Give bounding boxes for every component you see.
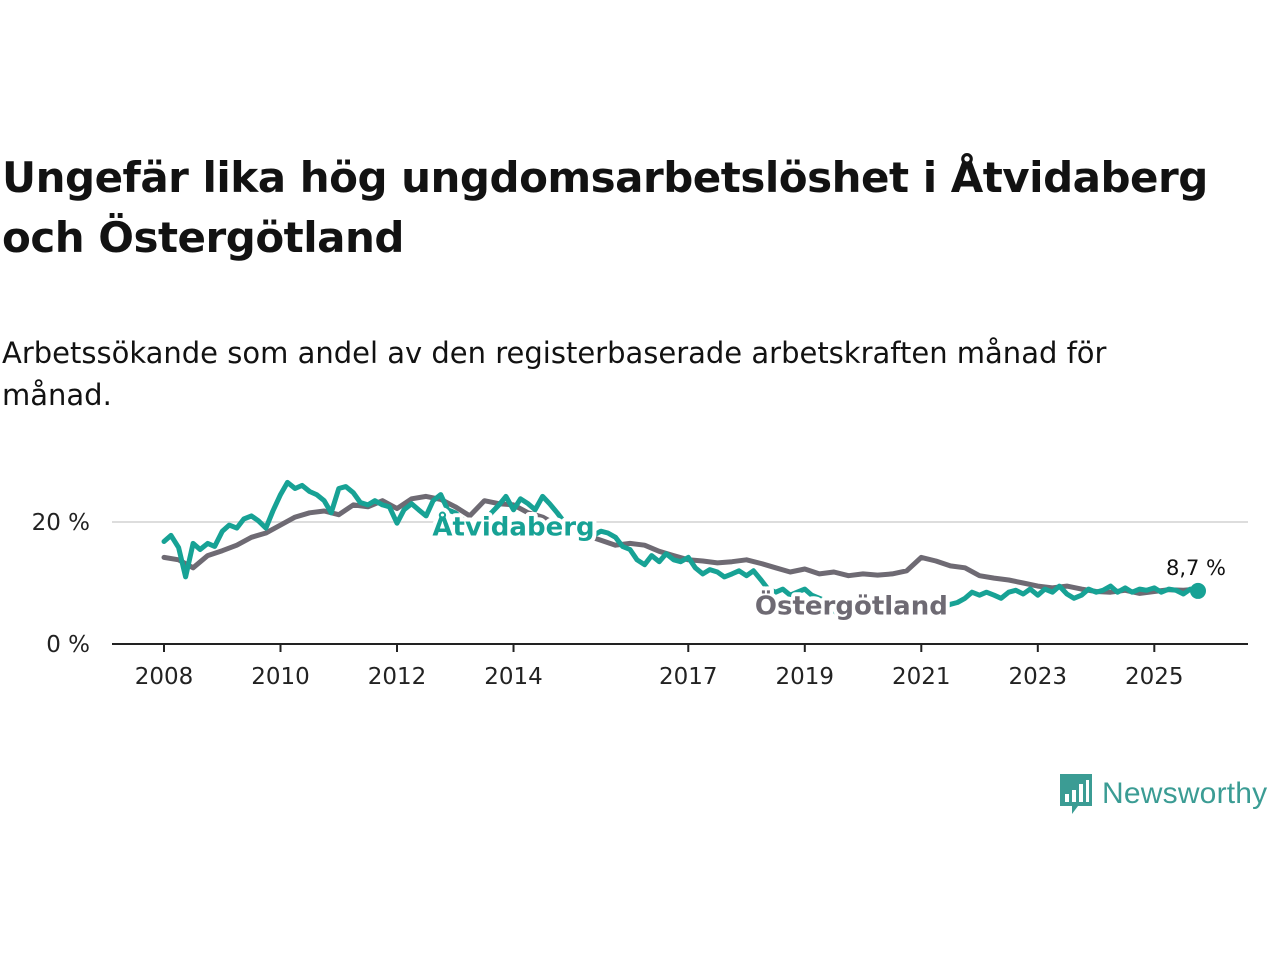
newsworthy-logo-icon [1060,774,1092,814]
series-label-ostergotland: Östergötland [755,589,948,622]
x-tick-label: 2012 [368,664,427,690]
series-layer [161,479,1201,620]
end-point-marker [1190,582,1206,599]
series-label-atvidaberg: Åtvidaberg [432,510,594,542]
chart-title: Ungefär lika hög ungdomsarbetslöshet i Å… [2,153,1208,262]
y-tick-label: 0 % [46,632,90,658]
x-tick-label: 2017 [659,664,718,690]
end-value-label: 8,7 % [1166,556,1226,580]
x-tick-label: 2025 [1125,664,1184,690]
x-tick-label: 2023 [1009,664,1068,690]
brand-logo: Newsworthy [1058,772,1267,816]
line-chart: 0 % 20 % 2008 2010 2012 2014 2017 2019 2021 2023 2… [32,479,1248,690]
chart-subtitle: Arbetssökande som andel av den registerb… [2,336,1107,412]
label-layer: Östergötland Åtvidaberg 8,7 % [428,506,1228,625]
series-line-ostergotland [161,493,1201,596]
axis-layer: 0 % 20 % 2008 2010 2012 2014 2017 2019 2021 2023 2… [32,510,1248,690]
x-tick-label: 2010 [251,664,310,690]
x-tick-label: 2019 [776,664,835,690]
y-tick-label: 20 % [32,510,90,536]
x-tick-label: 2021 [892,664,951,690]
x-tick-label: 2008 [135,664,194,690]
x-tick-label: 2014 [484,664,543,690]
series-line-atvidaberg [161,479,1201,620]
brand-name: Newsworthy [1102,777,1268,810]
